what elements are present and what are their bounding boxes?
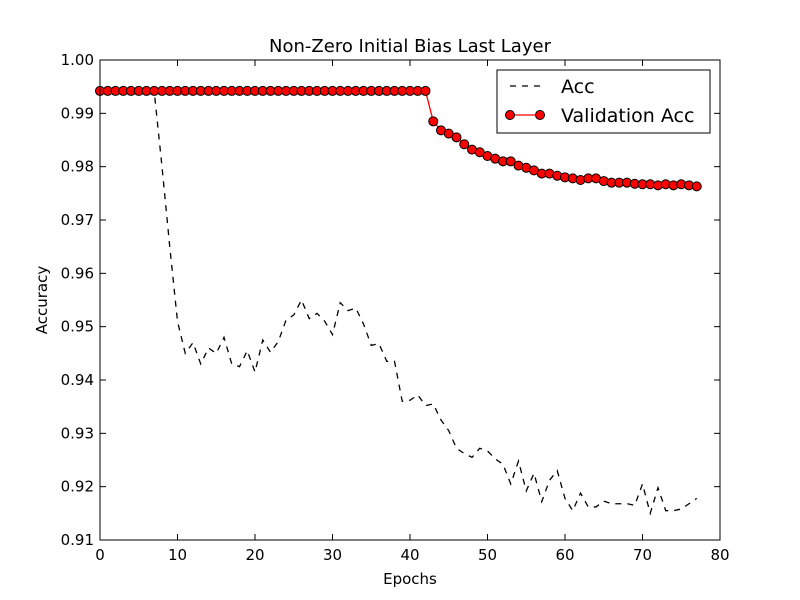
x-tick-label: 70 [633, 546, 652, 564]
acc-series-line [100, 91, 698, 516]
x-tick-label: 10 [168, 546, 187, 564]
validation-acc-point [505, 156, 516, 167]
legend-validation-marker [535, 110, 545, 120]
y-tick-label: 0.96 [61, 264, 94, 282]
legend-validation-marker [505, 110, 515, 120]
y-tick-label: 0.99 [61, 104, 94, 122]
y-tick-label: 0.92 [61, 478, 94, 496]
legend-frame [496, 69, 711, 134]
x-tick-label: 80 [710, 546, 729, 564]
series-layer [95, 85, 702, 516]
validation-acc-point [459, 139, 470, 150]
y-tick-label: 0.91 [61, 531, 94, 549]
validation-acc-point [451, 132, 462, 143]
y-axis: 0.91 0.92 0.93 0.94 0.95 0.96 0.97 0.98 0.99 1.00 [61, 51, 720, 549]
x-tick-label: 0 [95, 546, 105, 564]
x-tick-label: 40 [400, 546, 419, 564]
legend: Acc Validation Acc [496, 69, 711, 134]
validation-acc-point [428, 116, 439, 127]
y-tick-label: 0.95 [61, 318, 94, 336]
y-tick-label: 1.00 [61, 51, 94, 69]
y-tick-label: 0.94 [61, 371, 94, 389]
legend-acc-label: Acc [561, 76, 595, 98]
validation-acc-point [420, 85, 431, 96]
x-tick-label: 50 [478, 546, 497, 564]
x-tick-label: 60 [555, 546, 574, 564]
x-axis-title: Epochs [383, 570, 437, 588]
y-tick-label: 0.93 [61, 424, 94, 442]
x-tick-label: 30 [323, 546, 342, 564]
y-tick-label: 0.97 [61, 211, 94, 229]
chart-title: Non-Zero Initial Bias Last Layer [269, 36, 552, 57]
x-tick-label: 20 [245, 546, 264, 564]
y-axis-title: Accuracy [33, 266, 51, 335]
legend-validation-label: Validation Acc [561, 105, 694, 127]
x-axis: 0 10 20 30 40 50 60 70 80 [95, 60, 730, 564]
plot-area [95, 59, 721, 541]
y-tick-label: 0.98 [61, 158, 94, 176]
validation-acc-point [691, 181, 702, 192]
